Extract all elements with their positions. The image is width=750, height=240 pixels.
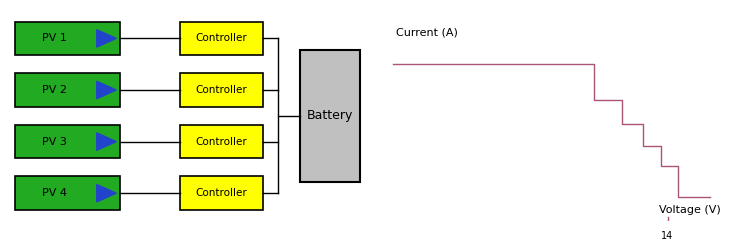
Polygon shape (97, 185, 116, 202)
Text: Current (A): Current (A) (396, 27, 458, 37)
FancyBboxPatch shape (180, 176, 262, 210)
FancyBboxPatch shape (15, 176, 120, 210)
FancyBboxPatch shape (180, 73, 262, 107)
FancyBboxPatch shape (15, 22, 120, 55)
Text: PV 2: PV 2 (43, 85, 68, 95)
Text: PV 3: PV 3 (43, 137, 68, 147)
Text: PV 1: PV 1 (43, 33, 68, 43)
Polygon shape (97, 81, 116, 99)
FancyBboxPatch shape (15, 73, 120, 107)
Text: Controller: Controller (195, 85, 248, 95)
FancyBboxPatch shape (180, 22, 262, 55)
Polygon shape (97, 30, 116, 47)
Text: Controller: Controller (195, 137, 248, 147)
Text: Controller: Controller (195, 33, 248, 43)
Text: Battery: Battery (307, 109, 353, 122)
Text: Voltage (V): Voltage (V) (658, 205, 721, 215)
Text: 14: 14 (662, 231, 674, 240)
Polygon shape (97, 133, 116, 150)
FancyBboxPatch shape (300, 50, 360, 182)
Text: Controller: Controller (195, 188, 248, 198)
FancyBboxPatch shape (180, 125, 262, 158)
Text: PV 4: PV 4 (43, 188, 68, 198)
FancyBboxPatch shape (15, 125, 120, 158)
